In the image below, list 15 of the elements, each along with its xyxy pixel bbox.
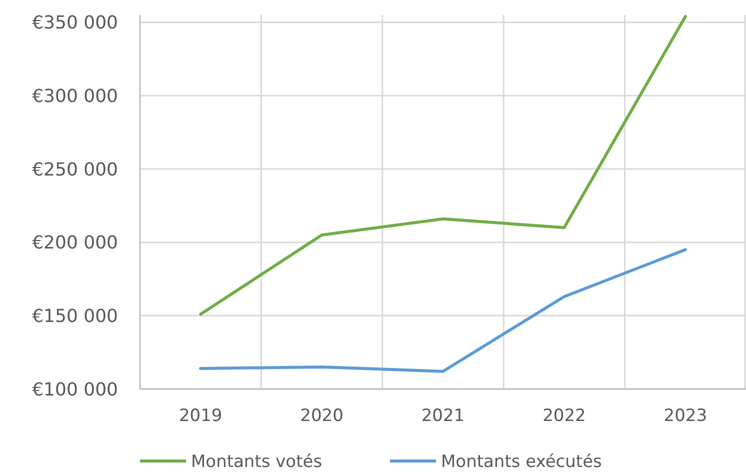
legend-label: Montants exécutés <box>441 452 602 472</box>
line-series <box>199 14 687 316</box>
y-tick-label: €150 000 <box>32 306 118 327</box>
x-tick-label: 2019 <box>178 406 222 426</box>
y-tick-label: €200 000 <box>32 232 118 254</box>
y-tick-label: €100 000 <box>32 379 118 400</box>
y-tick-label: €300 000 <box>32 86 118 107</box>
legend-label: Montants votés <box>191 452 322 472</box>
x-tick-label: 2023 <box>664 406 708 426</box>
x-tick-label: 2021 <box>421 406 465 426</box>
x-tick-label: 2022 <box>542 406 586 426</box>
y-tick-label: €250 000 <box>32 159 118 180</box>
line-series <box>199 248 687 373</box>
x-tick-label: 2020 <box>300 406 344 426</box>
y-tick-label: €350 000 <box>32 12 118 34</box>
